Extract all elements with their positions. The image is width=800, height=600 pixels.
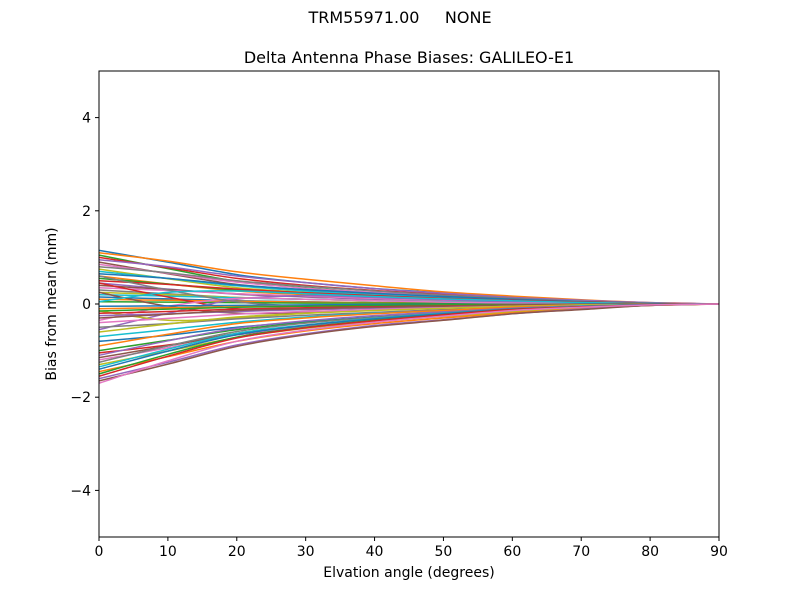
x-tick-label: 60 bbox=[503, 544, 521, 560]
y-tick-label: 2 bbox=[82, 204, 91, 220]
x-tick-label: 90 bbox=[710, 544, 728, 560]
x-tick-label: 50 bbox=[435, 544, 453, 560]
y-tick-label: 4 bbox=[82, 111, 91, 127]
chart-title: Delta Antenna Phase Biases: GALILEO-E1 bbox=[243, 48, 575, 67]
y-tick-label: −2 bbox=[70, 390, 91, 406]
x-tick-label: 20 bbox=[228, 544, 246, 560]
series-line bbox=[99, 290, 719, 305]
x-tick-label: 70 bbox=[572, 544, 590, 560]
x-tick-label: 80 bbox=[641, 544, 659, 560]
y-tick-label: 0 bbox=[82, 297, 91, 313]
series-line bbox=[99, 303, 719, 382]
x-tick-label: 30 bbox=[297, 544, 315, 560]
x-tick-label: 0 bbox=[95, 544, 104, 560]
y-tick-label: −4 bbox=[70, 483, 91, 499]
series-group bbox=[99, 249, 719, 384]
x-tick-label: 10 bbox=[159, 544, 177, 560]
x-axis-label: Elvation angle (degrees) bbox=[323, 565, 494, 581]
figure-suptitle: TRM55971.00 NONE bbox=[308, 8, 492, 27]
x-tick-label: 40 bbox=[366, 544, 384, 560]
y-axis-label: Bias from mean (mm) bbox=[44, 227, 60, 380]
series-line bbox=[99, 303, 719, 384]
